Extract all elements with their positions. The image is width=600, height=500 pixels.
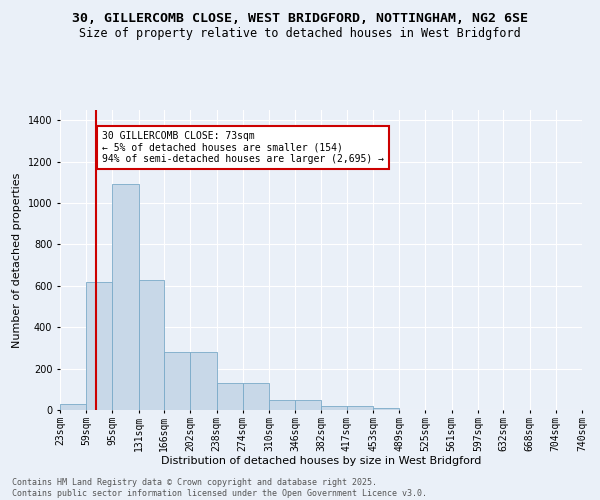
X-axis label: Distribution of detached houses by size in West Bridgford: Distribution of detached houses by size …: [161, 456, 481, 466]
Text: 30, GILLERCOMB CLOSE, WEST BRIDGFORD, NOTTINGHAM, NG2 6SE: 30, GILLERCOMB CLOSE, WEST BRIDGFORD, NO…: [72, 12, 528, 26]
Bar: [295, 400, 322, 410]
Bar: [164, 352, 190, 410]
Text: Size of property relative to detached houses in West Bridgford: Size of property relative to detached ho…: [79, 28, 521, 40]
Bar: [86, 282, 112, 410]
Bar: [269, 400, 295, 410]
Bar: [322, 406, 347, 410]
Bar: [347, 406, 373, 410]
Bar: [190, 352, 217, 410]
Bar: [243, 383, 269, 410]
Bar: [139, 280, 164, 410]
Text: Contains HM Land Registry data © Crown copyright and database right 2025.
Contai: Contains HM Land Registry data © Crown c…: [12, 478, 427, 498]
Text: 30 GILLERCOMB CLOSE: 73sqm
← 5% of detached houses are smaller (154)
94% of semi: 30 GILLERCOMB CLOSE: 73sqm ← 5% of detac…: [102, 130, 384, 164]
Bar: [373, 408, 399, 410]
Bar: [217, 383, 243, 410]
Y-axis label: Number of detached properties: Number of detached properties: [12, 172, 22, 348]
Bar: [60, 404, 86, 410]
Bar: [112, 184, 139, 410]
